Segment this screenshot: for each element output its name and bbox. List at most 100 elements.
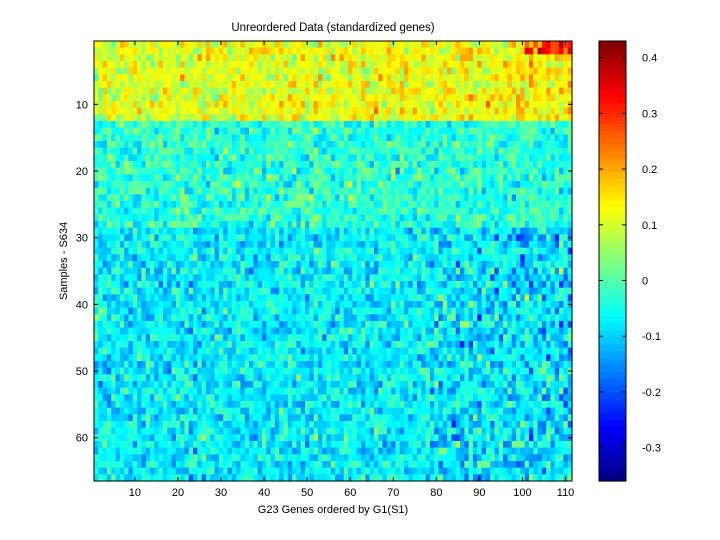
heatmap-cell	[550, 254, 556, 262]
heatmap-cell	[416, 261, 422, 269]
heatmap-cell	[391, 47, 397, 55]
heatmap-cell	[503, 187, 509, 195]
heatmap-cell	[520, 227, 526, 235]
heatmap-cell	[524, 281, 530, 289]
heatmap-cell	[378, 314, 384, 322]
heatmap-cell	[322, 154, 328, 162]
heatmap-cell	[274, 194, 280, 202]
heatmap-cell	[503, 161, 509, 169]
heatmap-cell	[270, 187, 276, 195]
heatmap-cell	[498, 247, 504, 255]
heatmap-cell	[145, 141, 151, 149]
heatmap-cell	[451, 267, 457, 275]
heatmap-cell	[292, 181, 297, 189]
heatmap-cell	[369, 307, 375, 315]
heatmap-cell	[511, 247, 517, 255]
heatmap-cell	[352, 301, 358, 309]
heatmap-cell	[356, 74, 362, 82]
heatmap-cell	[356, 101, 362, 109]
heatmap-cell	[485, 74, 491, 82]
heatmap-cell	[386, 167, 392, 175]
heatmap-cell	[481, 307, 487, 315]
heatmap-cell	[141, 194, 147, 202]
heatmap-cell	[253, 327, 259, 335]
heatmap-cell	[231, 301, 237, 309]
heatmap-cell	[115, 94, 121, 102]
heatmap-cell	[339, 74, 345, 82]
heatmap-cell	[464, 107, 470, 115]
heatmap-cell	[296, 107, 302, 115]
heatmap-cell	[378, 334, 384, 342]
heatmap-cell	[524, 227, 530, 235]
heatmap-cell	[119, 307, 125, 315]
heatmap-cell	[490, 174, 496, 182]
heatmap-cell	[322, 41, 328, 49]
heatmap-cell	[434, 54, 440, 62]
heatmap-cell	[520, 267, 526, 275]
heatmap-cell	[460, 194, 465, 202]
heatmap-cell	[391, 274, 397, 282]
heatmap-cell	[283, 247, 289, 255]
heatmap-cell	[119, 201, 125, 209]
heatmap-cell	[180, 227, 186, 235]
heatmap-cell	[274, 254, 280, 262]
heatmap-cell	[472, 147, 478, 155]
heatmap-cell	[460, 101, 465, 109]
heatmap-cell	[498, 187, 504, 195]
heatmap-cell	[236, 181, 242, 189]
heatmap-cell	[253, 314, 259, 322]
heatmap-cell	[326, 274, 332, 282]
heatmap-cell	[305, 87, 310, 95]
heatmap-cell	[533, 121, 539, 129]
heatmap-cell	[279, 134, 285, 142]
heatmap-cell	[167, 147, 173, 155]
heatmap-cell	[115, 227, 121, 235]
heatmap-cell	[369, 301, 375, 309]
heatmap-cell	[438, 261, 444, 269]
heatmap-cell	[537, 87, 543, 95]
heatmap-cell	[313, 281, 319, 289]
heatmap-cell	[477, 294, 483, 302]
heatmap-cell	[193, 121, 198, 129]
heatmap-cell	[391, 101, 397, 109]
heatmap-cell	[188, 154, 194, 162]
heatmap-cell	[266, 67, 272, 75]
heatmap-cell	[451, 41, 457, 49]
heatmap-cell	[214, 294, 220, 302]
heatmap-cell	[180, 107, 186, 115]
heatmap-cell	[137, 281, 142, 289]
heatmap-cell	[296, 321, 302, 329]
heatmap-cell	[360, 194, 366, 202]
heatmap-cell	[218, 327, 224, 335]
heatmap-cell	[481, 221, 487, 229]
heatmap-cell	[399, 81, 405, 89]
heatmap-cell	[210, 194, 216, 202]
heatmap-cell	[141, 327, 147, 335]
heatmap-cell	[455, 61, 461, 69]
heatmap-cell	[421, 174, 427, 182]
heatmap-cell	[270, 54, 276, 62]
heatmap-cell	[494, 321, 500, 329]
heatmap-cell	[425, 267, 431, 275]
heatmap-cell	[429, 241, 435, 249]
heatmap-cell	[421, 101, 427, 109]
heatmap-cell	[404, 267, 409, 275]
heatmap-cell	[550, 107, 556, 115]
heatmap-cell	[447, 321, 453, 329]
heatmap-cell	[524, 101, 530, 109]
heatmap-cell	[485, 214, 491, 222]
heatmap-cell	[287, 127, 293, 135]
heatmap-cell	[425, 107, 431, 115]
heatmap-cell	[524, 287, 530, 295]
heatmap-cell	[451, 141, 457, 149]
heatmap-cell	[201, 94, 207, 102]
heatmap-cell	[167, 267, 173, 275]
heatmap-cell	[197, 61, 203, 69]
heatmap-cell	[132, 187, 138, 195]
heatmap-cell	[180, 187, 186, 195]
heatmap-cell	[343, 187, 349, 195]
heatmap-cell	[274, 334, 280, 342]
heatmap-cell	[425, 114, 431, 122]
heatmap-cell	[145, 81, 151, 89]
heatmap-cell	[201, 241, 207, 249]
